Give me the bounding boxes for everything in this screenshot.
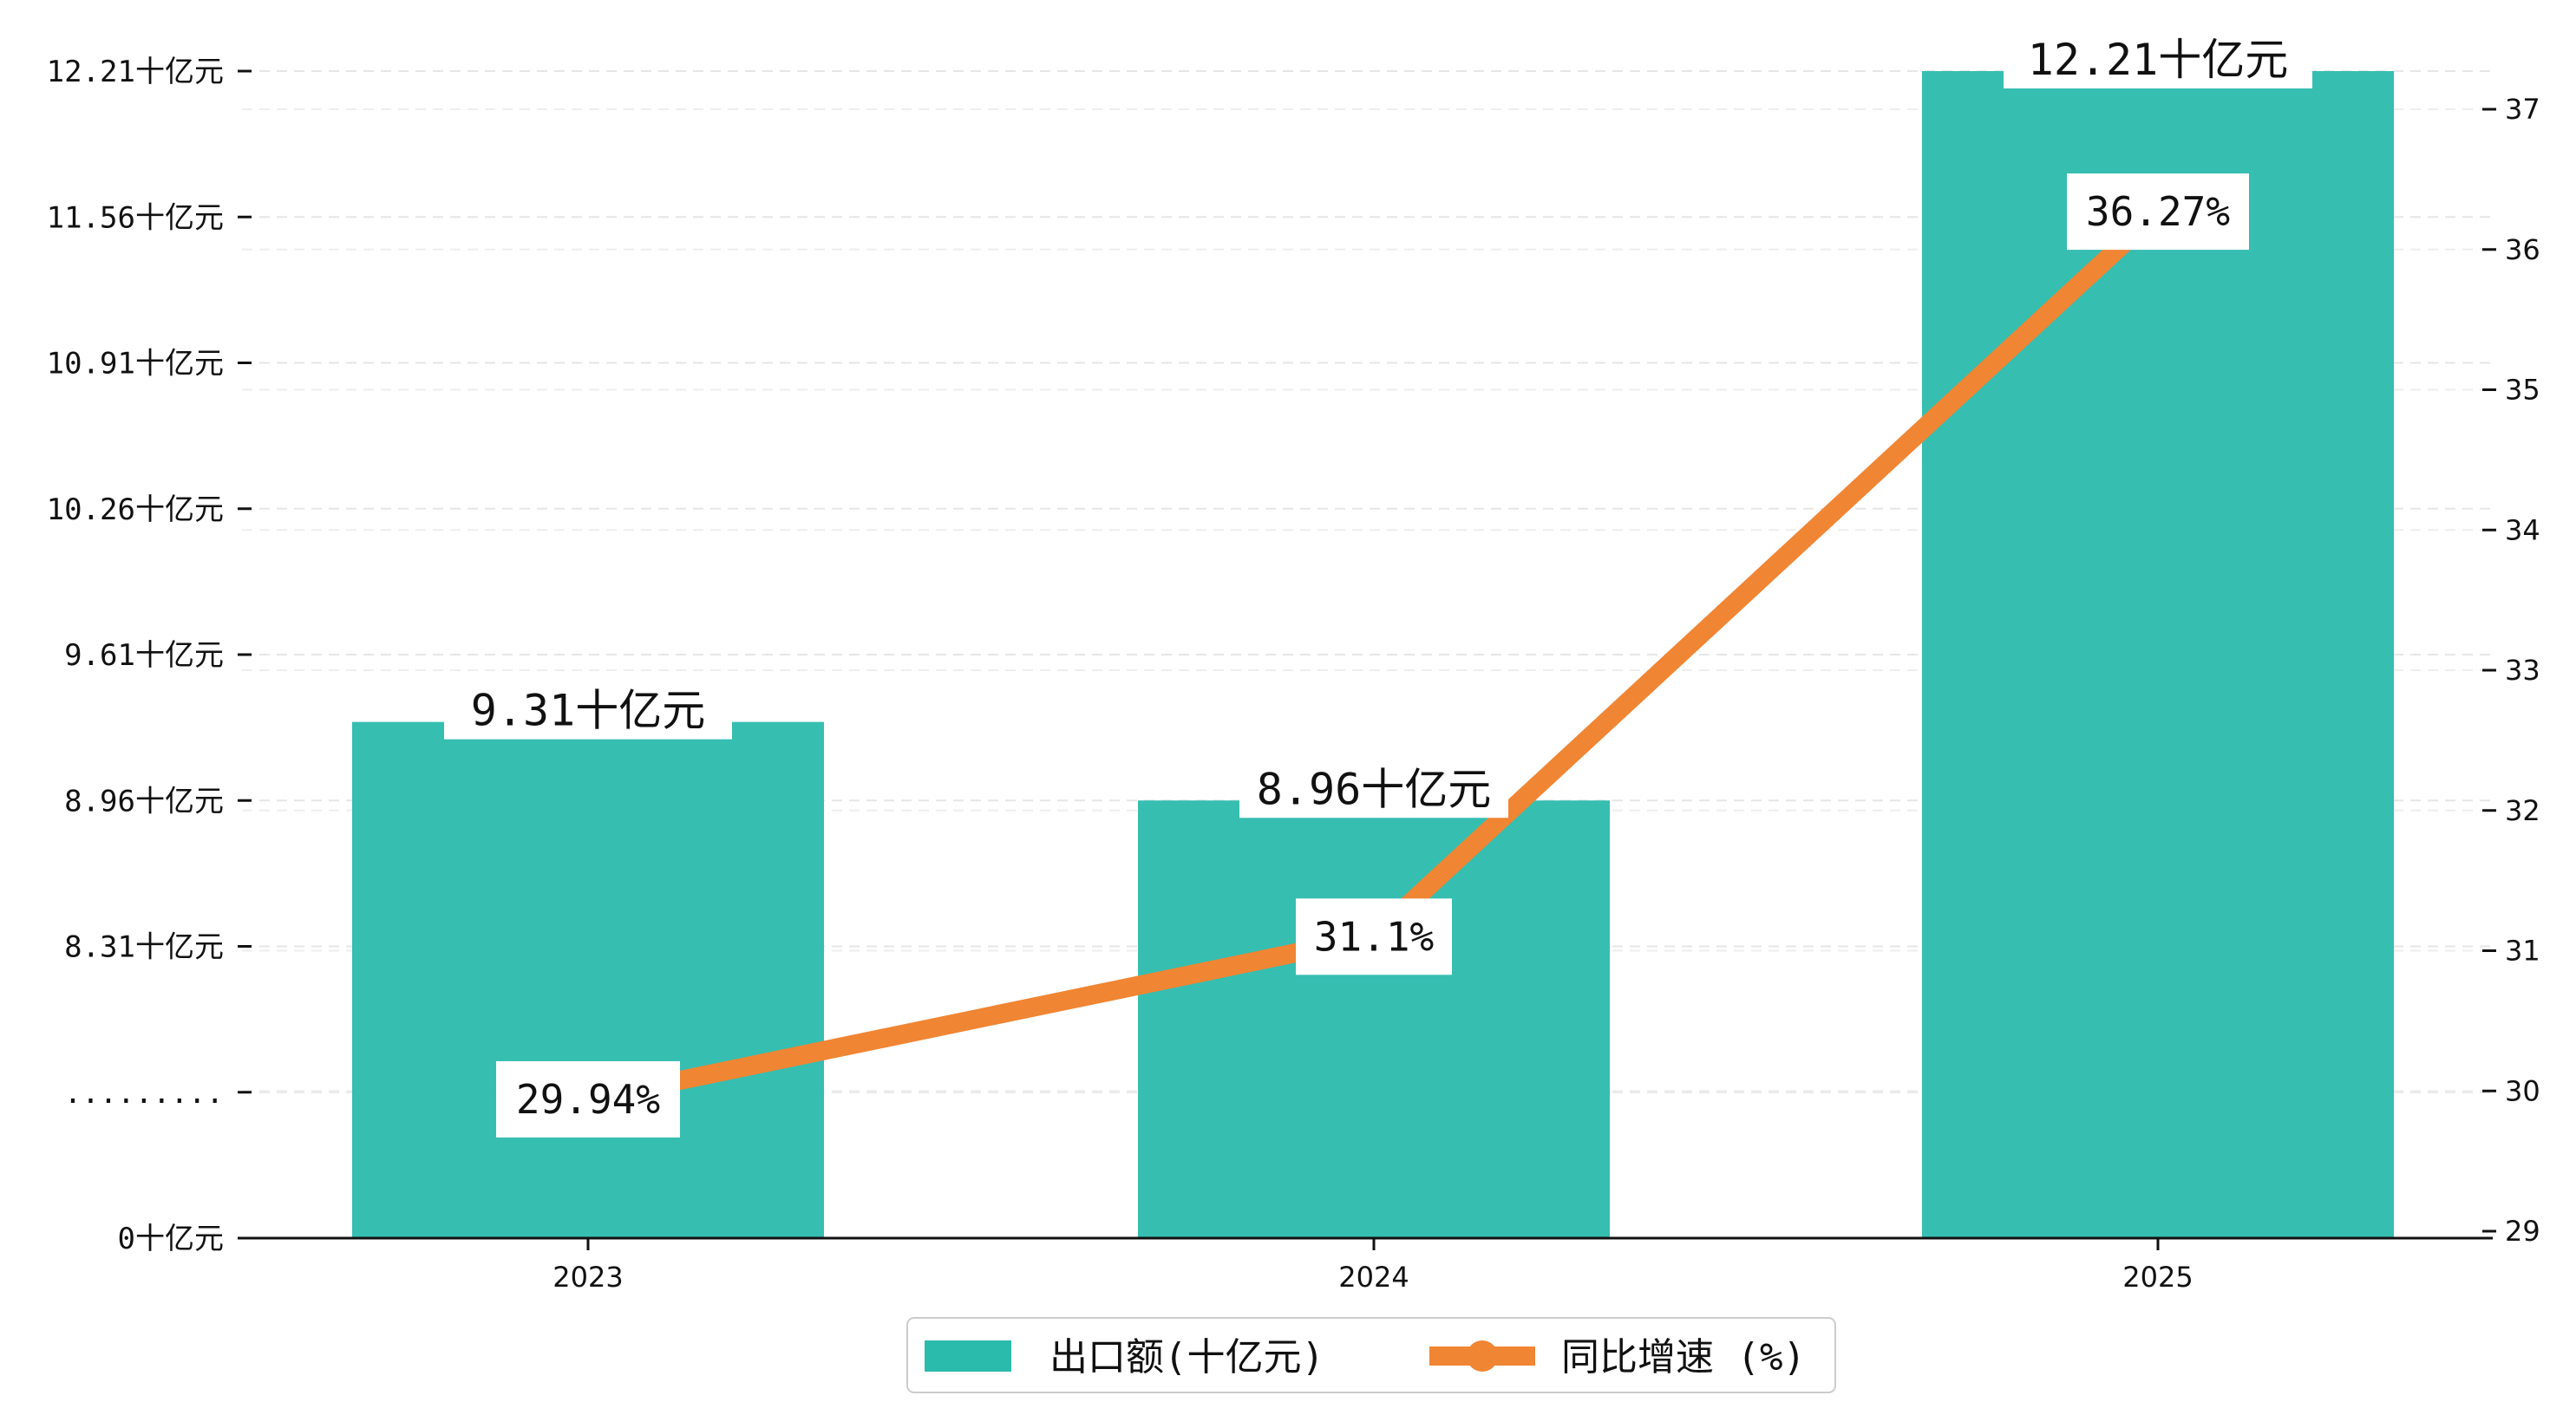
bar-series	[352, 71, 2394, 1238]
left-tick-label: 8.96十亿元	[64, 784, 224, 818]
x-tick-label: 2025	[2122, 1261, 2193, 1294]
bar-value-label: 8.96十亿元	[1257, 764, 1491, 814]
legend-box	[906, 1317, 1836, 1393]
left-tick-label: 11.56十亿元	[47, 200, 224, 235]
bar-label-bg	[444, 676, 732, 740]
left-tick-label: 12.21十亿元	[47, 55, 224, 89]
bar-2025	[1922, 71, 2394, 1238]
right-tick-label: 32	[2505, 794, 2540, 827]
right-tick-label: 34	[2505, 513, 2540, 546]
line-value-label: 29.94%	[516, 1076, 660, 1123]
line-value-label: 36.27%	[2086, 188, 2230, 235]
line-value-label: 31.1%	[1314, 913, 1434, 960]
bar-value-label: 12.21十亿元	[2028, 35, 2289, 85]
bar-2024	[1138, 800, 1610, 1238]
left-tick-label: .........	[64, 1076, 224, 1111]
line-label-bg	[2067, 173, 2249, 251]
left-tick-label: 10.91十亿元	[47, 347, 224, 381]
legend: 出口额(十亿元) 同比增速 (%)	[906, 1317, 1836, 1393]
left-tick-label: 10.26十亿元	[47, 492, 224, 527]
bar-data-labels: 9.31十亿元 8.96十亿元 12.21十亿元	[444, 26, 2312, 818]
x-axis-ticks: 2023 2024 2025	[552, 1238, 2194, 1294]
legend-line-marker	[1467, 1340, 1498, 1372]
legend-bar-label: 出口额(十亿元)	[1049, 1335, 1324, 1379]
line-label-bg	[1296, 898, 1452, 975]
line-label-bg	[496, 1060, 680, 1138]
left-tick-label: 8.31十亿元	[64, 930, 224, 965]
bar-value-label: 9.31十亿元	[471, 686, 705, 736]
right-tick-label: 30	[2505, 1074, 2540, 1107]
right-axis-ticks: 29 30 31 32 33 34 35 36 37	[2482, 93, 2540, 1248]
left-tick-label: 0十亿元	[118, 1222, 224, 1256]
right-tick-label: 37	[2505, 93, 2540, 126]
left-axis-ticks: 0十亿元......... 8.31十亿元 8.96十亿元 9.61十亿元 10.26十…	[47, 55, 252, 1256]
right-tick-label: 33	[2505, 654, 2540, 687]
bar-label-bg	[1239, 755, 1508, 818]
left-tick-label: 9.61十亿元	[64, 638, 224, 673]
bar-label-bg	[2004, 26, 2312, 88]
legend-line-label: 同比增速 (%)	[1561, 1335, 1806, 1379]
right-tick-label: 29	[2505, 1215, 2540, 1248]
right-tick-label: 31	[2505, 935, 2540, 968]
right-tick-label: 35	[2505, 374, 2540, 407]
right-tick-label: 36	[2505, 233, 2540, 266]
x-tick-label: 2023	[552, 1261, 623, 1294]
line-data-labels: 29.94% 31.1% 36.27%	[496, 173, 2249, 1138]
bar-2023	[352, 721, 824, 1238]
legend-bar-swatch	[925, 1340, 1011, 1372]
x-tick-label: 2024	[1338, 1261, 1409, 1294]
